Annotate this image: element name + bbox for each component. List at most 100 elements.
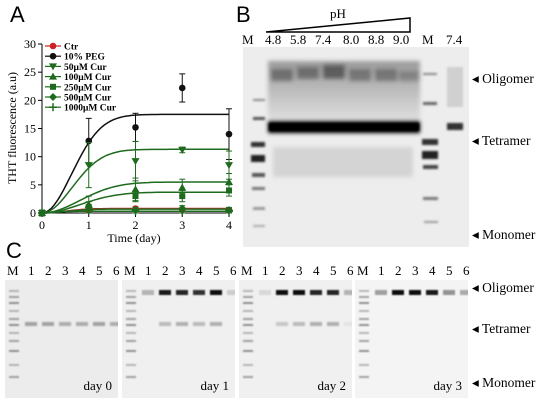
y-tick-label: 5 [30,178,36,192]
lane-label: 4.8 [265,32,282,47]
data-point [178,183,187,191]
oligomer-band [426,290,438,295]
panel-c-label: C [6,238,22,263]
sample-bands [375,290,468,295]
lane-label: 3 [412,263,419,278]
lane-label: M [7,263,19,278]
gel-day-3: day 3 [355,280,468,398]
x-tick-label: 0 [39,218,45,232]
lane-label: 5 [446,263,453,278]
control-lane [447,67,463,130]
lane-label: 8.0 [343,32,360,47]
data-point [132,124,139,131]
tetramer-band [327,322,339,326]
gel-day-0: day 0 [5,280,118,398]
x-tick-label: 3 [179,218,185,232]
lane-label: 4 [79,263,86,278]
y-tick-label: 15 [24,122,36,136]
lane-label: 5.8 [290,32,307,47]
lane-label: 3 [62,263,69,278]
tetramer-bands [269,123,419,131]
ph-gradient-wedge [265,17,411,33]
lane-label: 7.4 [315,32,332,47]
day-label: day 2 [317,378,346,393]
data-point [178,146,187,154]
data-point [179,193,186,200]
marker-lane [251,99,265,227]
data-point [225,178,233,186]
oligomer-band [327,290,339,295]
gel-day-1: day 1 [122,280,235,398]
oligomer-band [409,290,421,295]
band-label-monomer: ◂ Monomer [472,227,536,242]
tetramer-band [76,322,88,326]
lane-label: 1 [378,263,385,278]
band-label-oligomer: ◂ Oligomer [472,71,534,86]
lane-label: 6 [347,263,354,278]
lane-label: 3 [179,263,186,278]
sample-bands [25,322,118,326]
day-label: day 1 [200,378,229,393]
legend-label: 10% PEG [64,53,106,63]
monomer-text: Monomer [482,227,536,242]
day-label: day 3 [433,378,462,393]
legend-label: 100μM Cur [64,73,112,83]
legend-label: 1000μM Cur [64,104,117,114]
sample-lanes [268,61,420,177]
oligomer-band [176,290,188,295]
tetramer-text: Tetramer [481,133,531,148]
x-axis-label: Time (day) [107,231,160,245]
tetramer-band [110,322,118,326]
tetramer-band [293,322,305,326]
oligomer-band [460,290,468,295]
oligomer-band [293,290,305,295]
data-point [225,162,233,170]
c-band-label-oligomer: ◂ Oligomer [472,280,534,295]
tetramer-band [276,322,288,326]
tetramer-band [93,322,105,326]
lane-label: 2 [279,263,286,278]
lane-label: 2 [45,263,52,278]
x-tick-label: 1 [86,218,92,232]
data-point [84,162,93,170]
lane-label: 2 [395,263,402,278]
legend-label: 50μM Cur [64,63,107,73]
lane-label: 2 [162,263,169,278]
lane-label: 6 [230,263,237,278]
legend-label: Ctr [64,43,79,53]
tetramer-band [159,322,171,326]
marker-ladder [359,290,369,378]
oligomer-band [344,290,352,295]
lane-label: 6 [463,263,470,278]
legend-marker [49,63,57,71]
marker-lane-2 [422,73,438,223]
y-tick-label: 20 [24,93,36,107]
lane-label: 1 [145,263,152,278]
tetramer-band [344,322,352,326]
oligomer-band [142,290,154,295]
ph-label: pH [330,6,346,21]
lane-label: 4 [196,263,203,278]
x-tick-label: 2 [133,218,139,232]
legend-marker [49,42,57,50]
tetramer-band [176,322,188,326]
lane-label: 5 [213,263,220,278]
lane-label: 3 [296,263,303,278]
lane-label: 6 [113,263,120,278]
gel-day-2: day 2 [239,280,352,398]
lane-label: M [241,263,253,278]
marker-ladder [9,290,19,378]
tetramer-band [210,322,222,326]
panel-b-lane-labels: M 4.8 5.8 7.4 8.0 8.8 9.0 M 7.4 [242,33,472,47]
data-point [131,158,140,166]
tetramer-band [59,322,71,326]
data-point [132,193,139,200]
oligomer-text: Oligomer [482,280,534,295]
lane-label: 1 [28,263,35,278]
lane-label: 8.8 [368,32,385,47]
tetramer-band [25,322,37,326]
lane-label: 5 [330,263,337,278]
